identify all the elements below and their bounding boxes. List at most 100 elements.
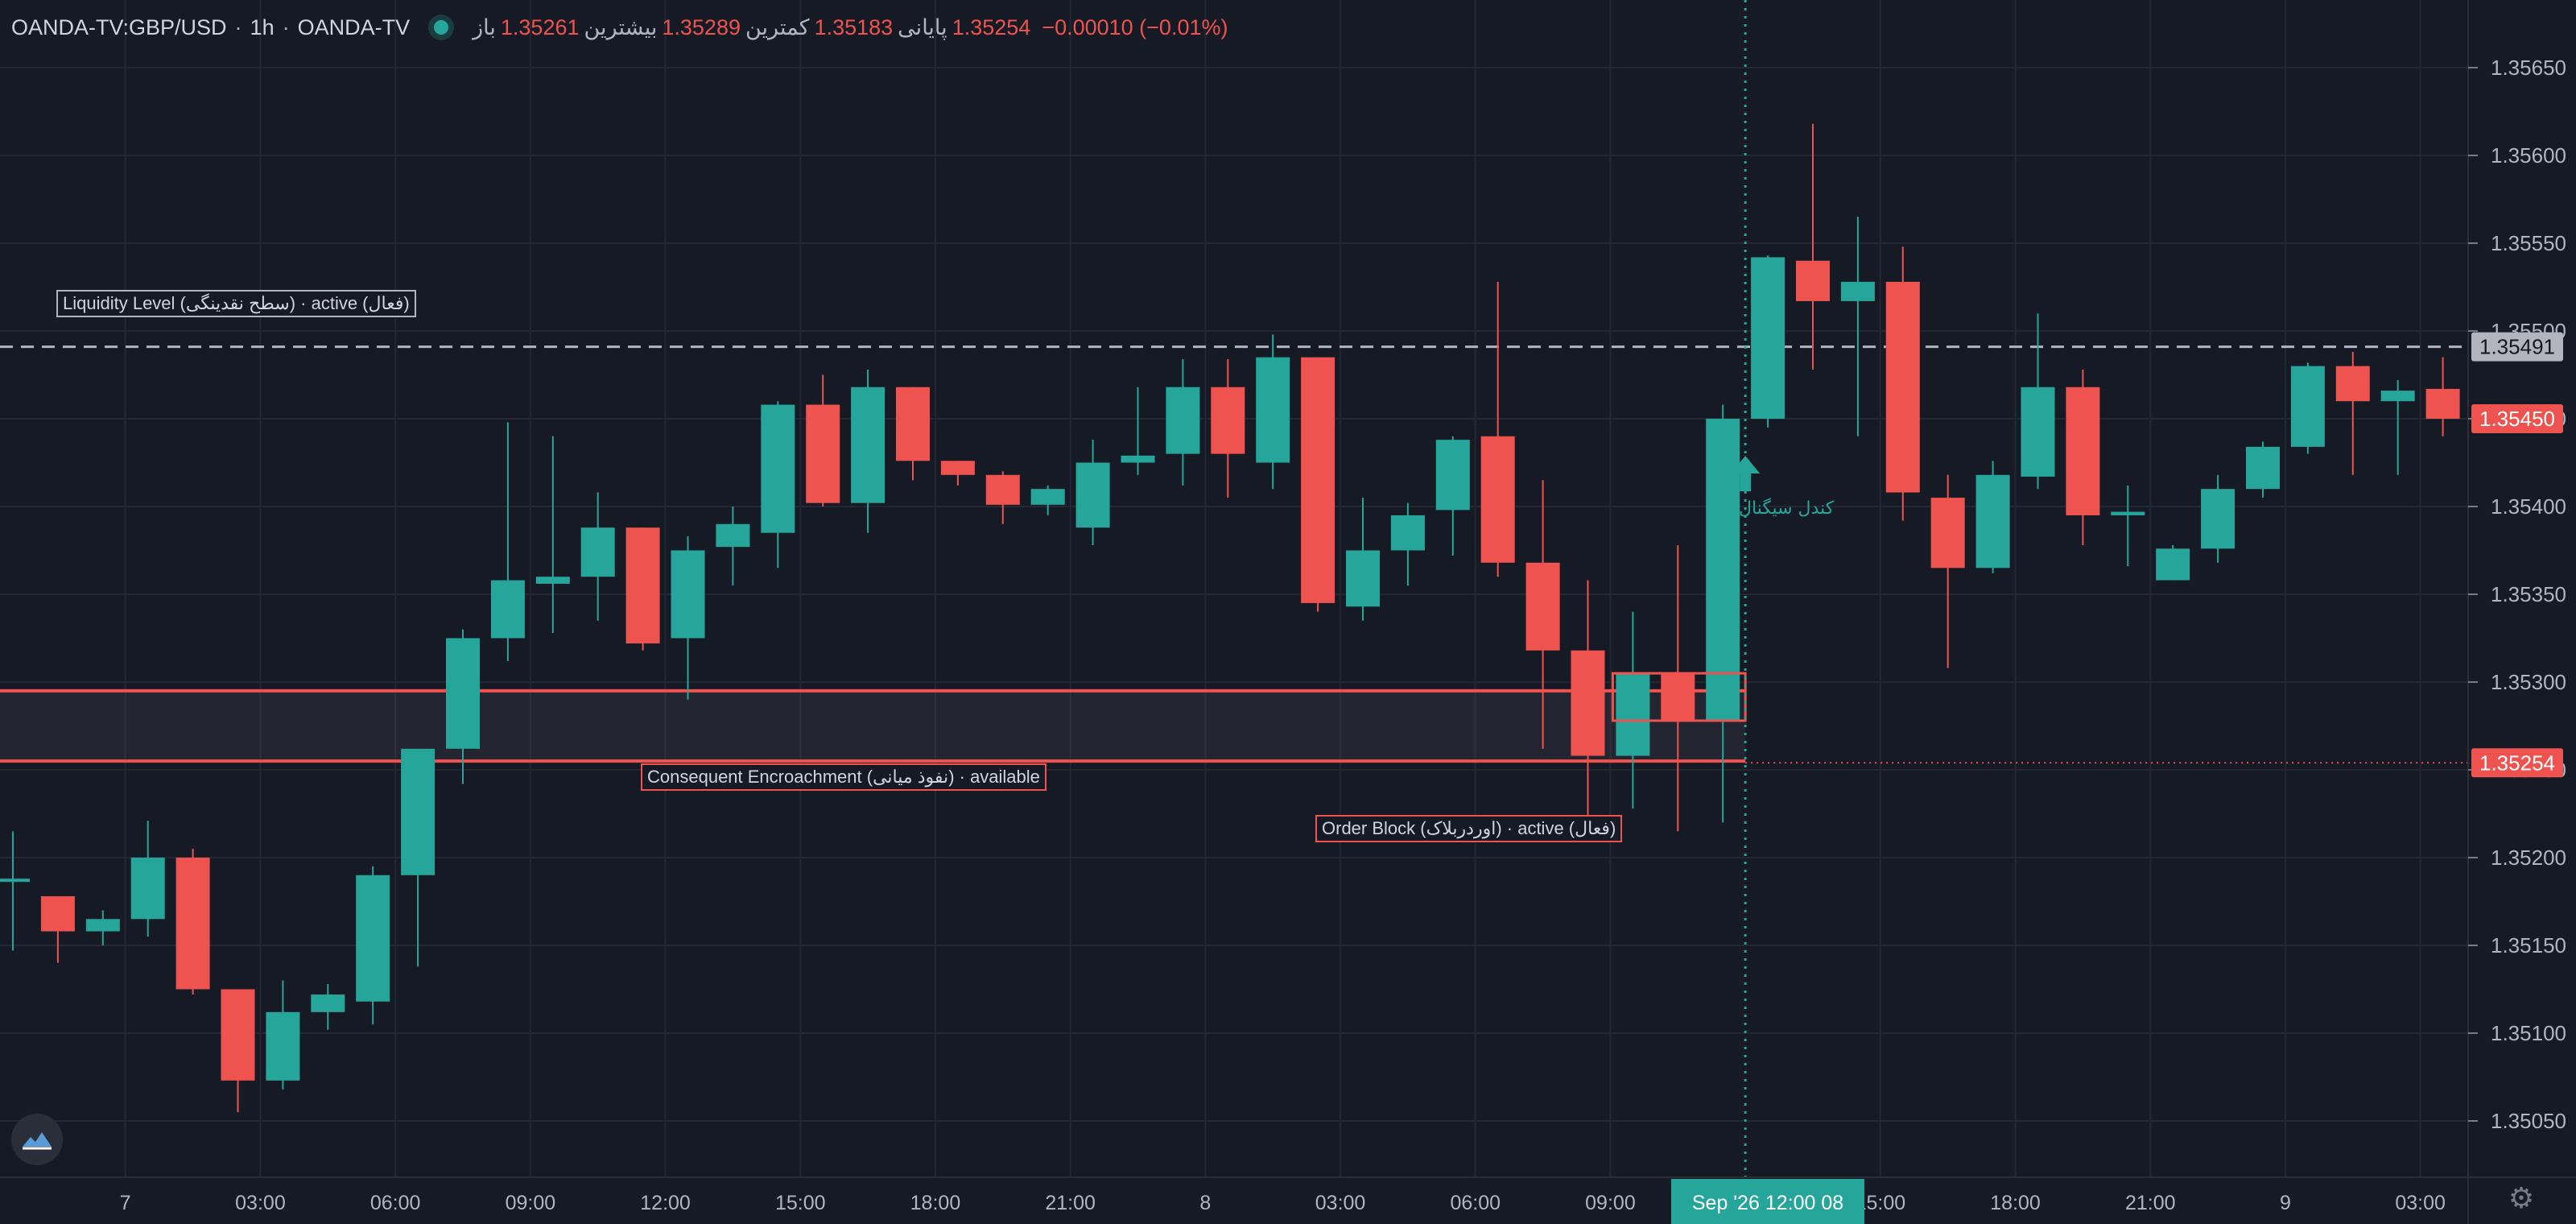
time-axis-label: 03:00 xyxy=(235,1192,286,1214)
crosshair-time-box xyxy=(1671,1179,1864,1224)
price-axis-label: 1.35200 xyxy=(2491,846,2566,870)
candle-body xyxy=(1121,455,1155,463)
time-axis-label: 8 xyxy=(1199,1192,1211,1214)
candle-body xyxy=(130,858,165,920)
low-value: 1.35183 xyxy=(814,14,894,39)
candle-body xyxy=(1256,357,1290,463)
candle-body xyxy=(985,474,1020,505)
crosshair-time-label: Sep '26 12:00 08 xyxy=(1692,1192,1843,1214)
time-axis-label: 12:00 xyxy=(640,1192,691,1214)
liquidity-level-annotation[interactable]: Liquidity Level (سطح نقدینگی) · active (… xyxy=(56,290,416,317)
candle-body xyxy=(2156,548,2190,581)
consequent-encroachment-annotation[interactable]: Consequent Encroachment (نفوذ میانی) · a… xyxy=(641,763,1046,791)
close-value: 1.35254 xyxy=(952,14,1031,39)
candle-body xyxy=(1211,387,1245,454)
candle-body xyxy=(1796,260,1830,301)
symbol-name[interactable]: OANDA-TV:GBP/USD xyxy=(11,14,227,39)
candle-body xyxy=(671,550,705,639)
candle-body xyxy=(940,461,975,475)
candle-body xyxy=(2201,489,2235,549)
candle-body xyxy=(2066,387,2100,515)
time-axis-label: 18:00 xyxy=(910,1192,961,1214)
candle-body xyxy=(1571,650,1605,756)
interval-label[interactable]: 1h xyxy=(250,14,275,39)
candle-body xyxy=(625,527,660,644)
candle-body xyxy=(2021,387,2055,477)
low-label: کمترین xyxy=(745,14,810,39)
price-label-box xyxy=(2471,404,2563,433)
candle-body xyxy=(175,858,210,990)
candle-body xyxy=(580,527,615,577)
candle-body xyxy=(1930,498,1965,569)
time-axis-label: 7 xyxy=(120,1192,131,1214)
candle-body xyxy=(1616,673,1650,756)
settings-gear-icon[interactable]: ⚙ xyxy=(2508,1181,2535,1214)
price-label: 1.35254 xyxy=(2479,751,2555,775)
time-axis-label: 09:00 xyxy=(1585,1192,1636,1214)
candle-body xyxy=(266,1011,300,1081)
price-axis-label: 1.35600 xyxy=(2491,143,2566,167)
time-axis-label: 06:00 xyxy=(370,1192,421,1214)
candle-body xyxy=(0,879,30,883)
candle-body xyxy=(1661,673,1695,721)
candle-body xyxy=(2290,366,2325,447)
candle-body xyxy=(40,895,75,932)
candle-body xyxy=(1435,440,1470,511)
signal-arrow-icon xyxy=(1731,456,1761,491)
price-axis-label: 1.35650 xyxy=(2491,56,2566,80)
time-axis-label: 15:00 xyxy=(775,1192,826,1214)
price-axis-label: 1.35150 xyxy=(2491,933,2566,957)
candle-body xyxy=(401,748,436,875)
candle-body xyxy=(1166,387,1200,454)
candle-body xyxy=(716,523,750,548)
order-block-annotation[interactable]: Order Block (اوردربلاک) · active (فعال) xyxy=(1315,815,1623,842)
change-value: −0.00010 (−0.01%) xyxy=(1042,14,1228,39)
order-block-box xyxy=(1611,672,1747,722)
candle-body xyxy=(851,387,886,503)
time-axis-label: 9 xyxy=(2280,1192,2291,1214)
time-axis-label: 09:00 xyxy=(506,1192,556,1214)
close-label: پایانی xyxy=(898,14,947,39)
time-axis-label: 06:00 xyxy=(1450,1192,1501,1214)
candle-body xyxy=(2380,391,2415,402)
candle-body xyxy=(446,638,480,749)
candle-body xyxy=(1075,462,1110,528)
consequent-encroachment-zone xyxy=(0,690,1746,762)
candle-body xyxy=(1525,562,1560,651)
candle-body xyxy=(2425,388,2460,419)
signal-candle-label: کندل سیگنال xyxy=(1739,498,1835,519)
time-axis-label: 03:00 xyxy=(1315,1192,1366,1214)
candle-body xyxy=(1840,281,1875,301)
price-label: 1.35450 xyxy=(2479,407,2555,431)
legend-separator: · xyxy=(234,14,242,39)
candle-body xyxy=(85,919,120,932)
time-axis-label: 21:00 xyxy=(2125,1192,2176,1214)
candle-body xyxy=(1706,419,1740,721)
source-label: OANDA-TV xyxy=(297,14,411,39)
candle-body xyxy=(490,580,525,639)
price-axis-label: 1.35350 xyxy=(2491,582,2566,606)
candle-body xyxy=(806,404,840,503)
price-axis-label: 1.35050 xyxy=(2491,1109,2566,1133)
price-axis-label: 1.35400 xyxy=(2491,494,2566,519)
price-axis-label: 1.35100 xyxy=(2491,1021,2566,1045)
market-status-icon xyxy=(434,20,449,35)
time-axis-label: 18:00 xyxy=(1990,1192,2041,1214)
price-label: 1.35491 xyxy=(2479,335,2555,359)
candle-body xyxy=(1751,257,1785,419)
candle-body xyxy=(1975,474,2010,569)
candle-body xyxy=(2246,446,2280,490)
open-value: 1.35261 xyxy=(500,14,580,39)
high-label: بیشترین xyxy=(584,14,658,39)
price-axis-label: 1.35300 xyxy=(2491,670,2566,694)
candle-body xyxy=(1885,281,1920,493)
price-label-box xyxy=(2471,332,2563,362)
candle-body xyxy=(1030,489,1065,505)
tradingview-logo-icon[interactable] xyxy=(11,1114,63,1165)
candle-body xyxy=(221,989,255,1081)
legend-separator: · xyxy=(282,14,290,39)
candle-body xyxy=(1480,436,1515,563)
price-label-box xyxy=(2471,748,2563,778)
